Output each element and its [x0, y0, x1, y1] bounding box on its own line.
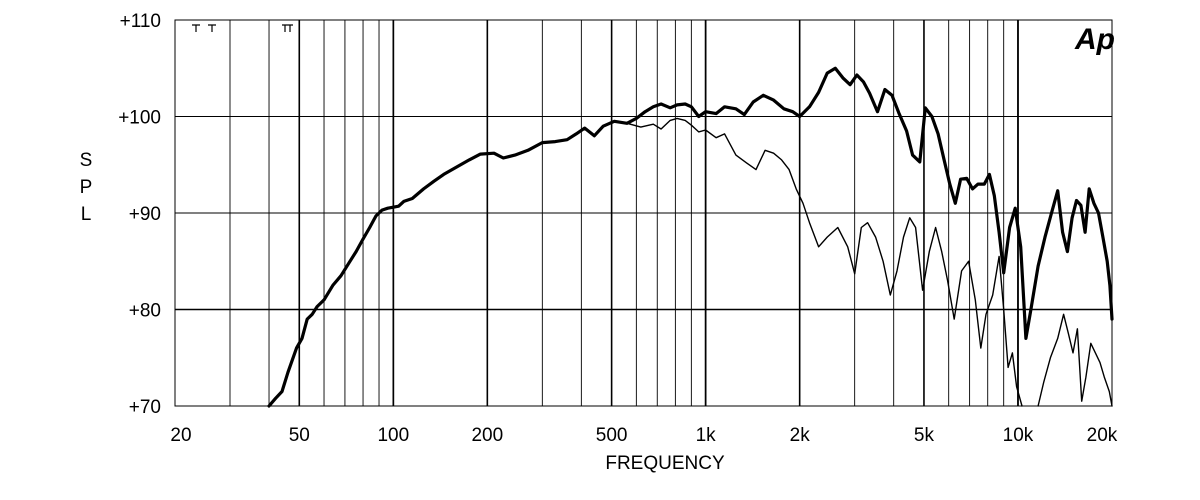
x-tick-label: 5k: [914, 425, 935, 446]
y-tick-label: +90: [129, 204, 161, 225]
y-axis-labels: +70 +80 +90 +100 +110: [118, 11, 161, 418]
y-tick-label: +80: [129, 301, 161, 322]
y-tick-label: +70: [129, 397, 161, 418]
x-tick-label: 20k: [1087, 425, 1118, 446]
y-tick-label: +110: [120, 11, 161, 32]
x-axis-labels: 20 50 100 200 500 1k 2k 5k 10k 20k: [170, 425, 1117, 446]
series-line-thick-0: [267, 66, 1114, 408]
x-tick-label: 500: [596, 425, 628, 446]
x-tick-label: 20: [170, 425, 191, 446]
x-tick-label: 100: [377, 425, 409, 446]
x-tick-label: 1k: [696, 425, 717, 446]
x-tick-label: 10k: [1003, 425, 1034, 446]
x-tick-label: 2k: [790, 425, 811, 446]
series-layer: [267, 66, 1114, 408]
series-line-thin-2: [1037, 313, 1113, 407]
y-tick-label: +100: [118, 108, 161, 129]
corner-markers: [192, 24, 293, 32]
ap-logo: Ap: [1074, 23, 1115, 56]
grid: [175, 20, 1112, 406]
x-tick-label: 50: [289, 425, 310, 446]
series-line-thin-1: [626, 117, 1023, 407]
x-tick-label: 200: [471, 425, 503, 446]
x-axis-title: FREQUENCY: [605, 453, 725, 474]
